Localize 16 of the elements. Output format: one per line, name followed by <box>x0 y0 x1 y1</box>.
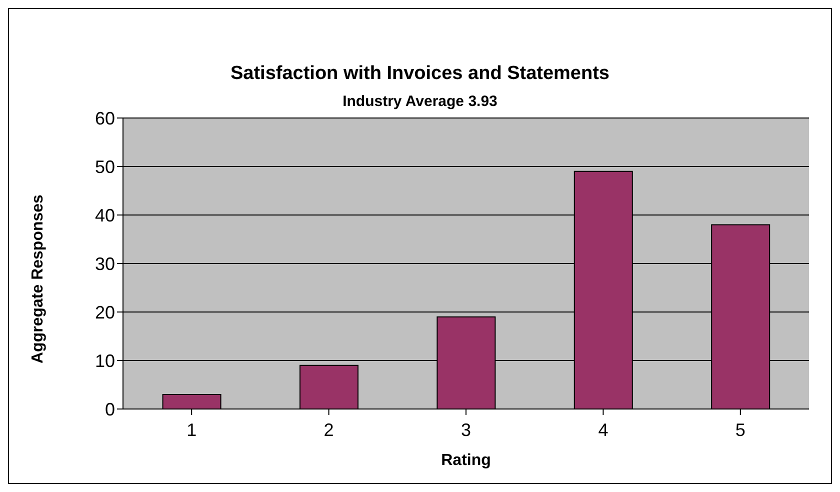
y-tick-label: 60 <box>94 108 115 128</box>
y-tick-label: 20 <box>94 302 115 322</box>
y-axis-title: Aggregate Responses <box>30 194 47 364</box>
x-tick-label: 3 <box>460 420 472 440</box>
chart-subtitle: Industry Average 3.93 <box>342 93 498 110</box>
x-tick-label: 5 <box>735 420 746 440</box>
y-tick-label: 10 <box>94 350 115 371</box>
x-tick-label: 4 <box>598 420 608 440</box>
chart-title: Satisfaction with Invoices and Statements <box>229 63 611 85</box>
y-tick-label: 40 <box>94 205 115 226</box>
y-tick-label: 30 <box>94 254 115 274</box>
x-axis-title: Rating <box>441 452 491 469</box>
x-tick-label: 1 <box>186 420 197 440</box>
y-tick-label: 50 <box>94 156 115 177</box>
x-tick-label: 2 <box>324 420 334 440</box>
y-tick-label: 0 <box>104 399 115 420</box>
